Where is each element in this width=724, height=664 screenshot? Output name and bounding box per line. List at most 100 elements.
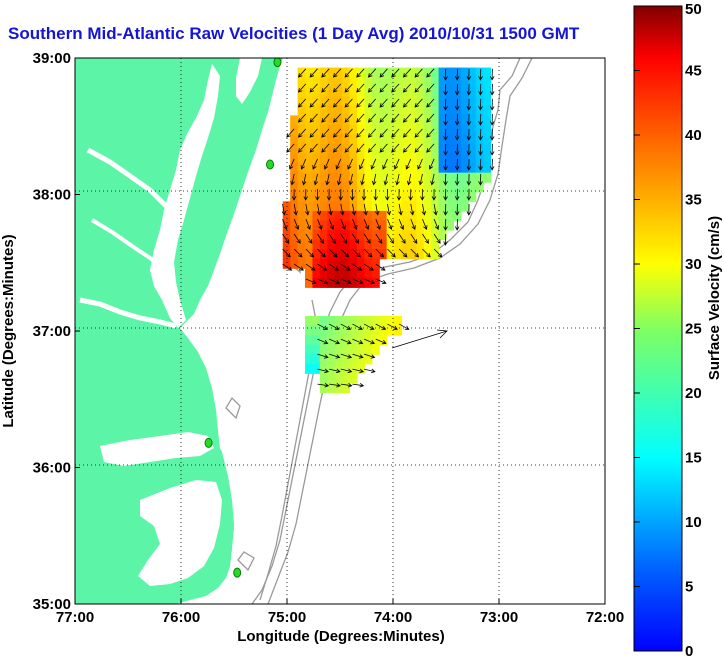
velocity-arrow xyxy=(328,263,339,271)
velocity-cell xyxy=(327,220,336,231)
velocity-cell xyxy=(334,354,343,365)
velocity-cell xyxy=(356,77,365,88)
velocity-cell xyxy=(446,105,455,116)
velocity-cell xyxy=(431,143,440,155)
velocity-cell xyxy=(334,325,343,336)
velocity-cell xyxy=(408,201,417,212)
velocity-cell xyxy=(349,354,358,365)
velocity-cell xyxy=(364,258,373,269)
velocity-cell xyxy=(305,115,314,126)
velocity-cell xyxy=(468,124,477,136)
velocity-arrow xyxy=(293,233,301,244)
velocity-cell xyxy=(305,67,314,78)
velocity-cell xyxy=(349,315,358,327)
velocity-cell xyxy=(349,115,358,126)
velocity-cell xyxy=(483,163,492,174)
velocity-cell xyxy=(394,191,403,202)
velocity-cell xyxy=(475,86,484,97)
velocity-cell xyxy=(297,77,306,88)
velocity-arrow xyxy=(379,68,388,78)
velocity-cell xyxy=(379,134,388,145)
velocity-cell xyxy=(312,325,321,336)
velocity-arrow xyxy=(364,368,376,374)
velocity-arrow xyxy=(317,233,324,244)
velocity-arrow xyxy=(344,128,353,138)
velocity-cell xyxy=(483,77,492,88)
velocity-arrow xyxy=(443,143,448,156)
velocity-arrow xyxy=(361,188,367,201)
velocity-cell xyxy=(364,239,373,250)
velocity-cell xyxy=(364,67,373,78)
velocity-cell xyxy=(297,134,306,145)
velocity-cell xyxy=(364,249,373,260)
velocity-cell xyxy=(349,277,358,288)
velocity-arrow xyxy=(340,263,351,271)
velocity-arrow xyxy=(348,173,354,186)
velocity-arrow xyxy=(433,218,440,230)
velocity-arrow xyxy=(478,98,483,111)
velocity-cell xyxy=(349,153,358,164)
velocity-cell xyxy=(371,335,380,346)
velocity-cell xyxy=(349,363,358,374)
velocity-cell xyxy=(356,268,365,279)
velocity-arrow xyxy=(414,68,423,78)
velocity-cell xyxy=(423,172,432,183)
velocity-arrow xyxy=(410,218,416,230)
velocity-arrow xyxy=(324,158,330,170)
velocity-cell xyxy=(364,182,373,193)
velocity-cell xyxy=(312,115,321,126)
velocity-cell xyxy=(483,105,492,116)
velocity-cell xyxy=(431,239,440,250)
velocity-cell xyxy=(327,354,336,365)
velocity-cell xyxy=(319,229,328,241)
velocity-arrow xyxy=(356,83,365,93)
velocity-cell xyxy=(371,105,380,116)
velocity-cell xyxy=(379,335,388,346)
velocity-cell xyxy=(475,182,484,193)
velocity-cell xyxy=(446,172,455,183)
velocity-cell xyxy=(327,249,336,260)
velocity-cell xyxy=(446,96,455,107)
velocity-cell xyxy=(408,163,417,174)
velocity-cell xyxy=(334,153,343,164)
velocity-arrow xyxy=(454,98,460,111)
radar-station-marker xyxy=(204,437,213,448)
velocity-cell xyxy=(356,315,365,327)
velocity-cell xyxy=(319,96,328,107)
velocity-cell xyxy=(356,335,365,346)
velocity-cell xyxy=(401,201,410,212)
velocity-arrow xyxy=(332,83,342,93)
velocity-cell xyxy=(475,96,484,107)
velocity-arrow xyxy=(379,128,388,138)
velocity-cell xyxy=(460,115,469,126)
velocity-cell xyxy=(356,115,365,126)
velocity-arrow xyxy=(409,203,415,216)
velocity-arrow xyxy=(309,83,318,93)
velocity-arrow xyxy=(375,323,387,330)
velocity-cell xyxy=(327,96,336,107)
velocity-arrow xyxy=(340,233,348,244)
velocity-cell xyxy=(371,344,380,355)
velocity-cell xyxy=(431,105,440,116)
velocity-arrow xyxy=(422,233,429,244)
velocity-cell xyxy=(423,134,432,145)
velocity-cell xyxy=(416,153,425,164)
velocity-cell xyxy=(408,77,417,88)
velocity-cell xyxy=(423,201,432,212)
velocity-cell xyxy=(282,239,291,250)
velocity-cell xyxy=(408,124,417,136)
velocity-arrow xyxy=(414,143,423,153)
velocity-cell xyxy=(431,115,440,126)
velocity-cell xyxy=(312,67,321,78)
velocity-arrow xyxy=(297,98,307,108)
velocity-cell xyxy=(394,96,403,107)
velocity-arrow xyxy=(351,203,357,216)
velocity-cell xyxy=(371,134,380,145)
velocity-cell xyxy=(379,96,388,107)
velocity-arrow xyxy=(443,233,448,246)
velocity-arrow xyxy=(375,248,385,258)
velocity-cell xyxy=(342,315,351,327)
velocity-cell xyxy=(356,134,365,145)
velocity-cell xyxy=(423,153,432,164)
velocity-arrow xyxy=(387,323,398,330)
